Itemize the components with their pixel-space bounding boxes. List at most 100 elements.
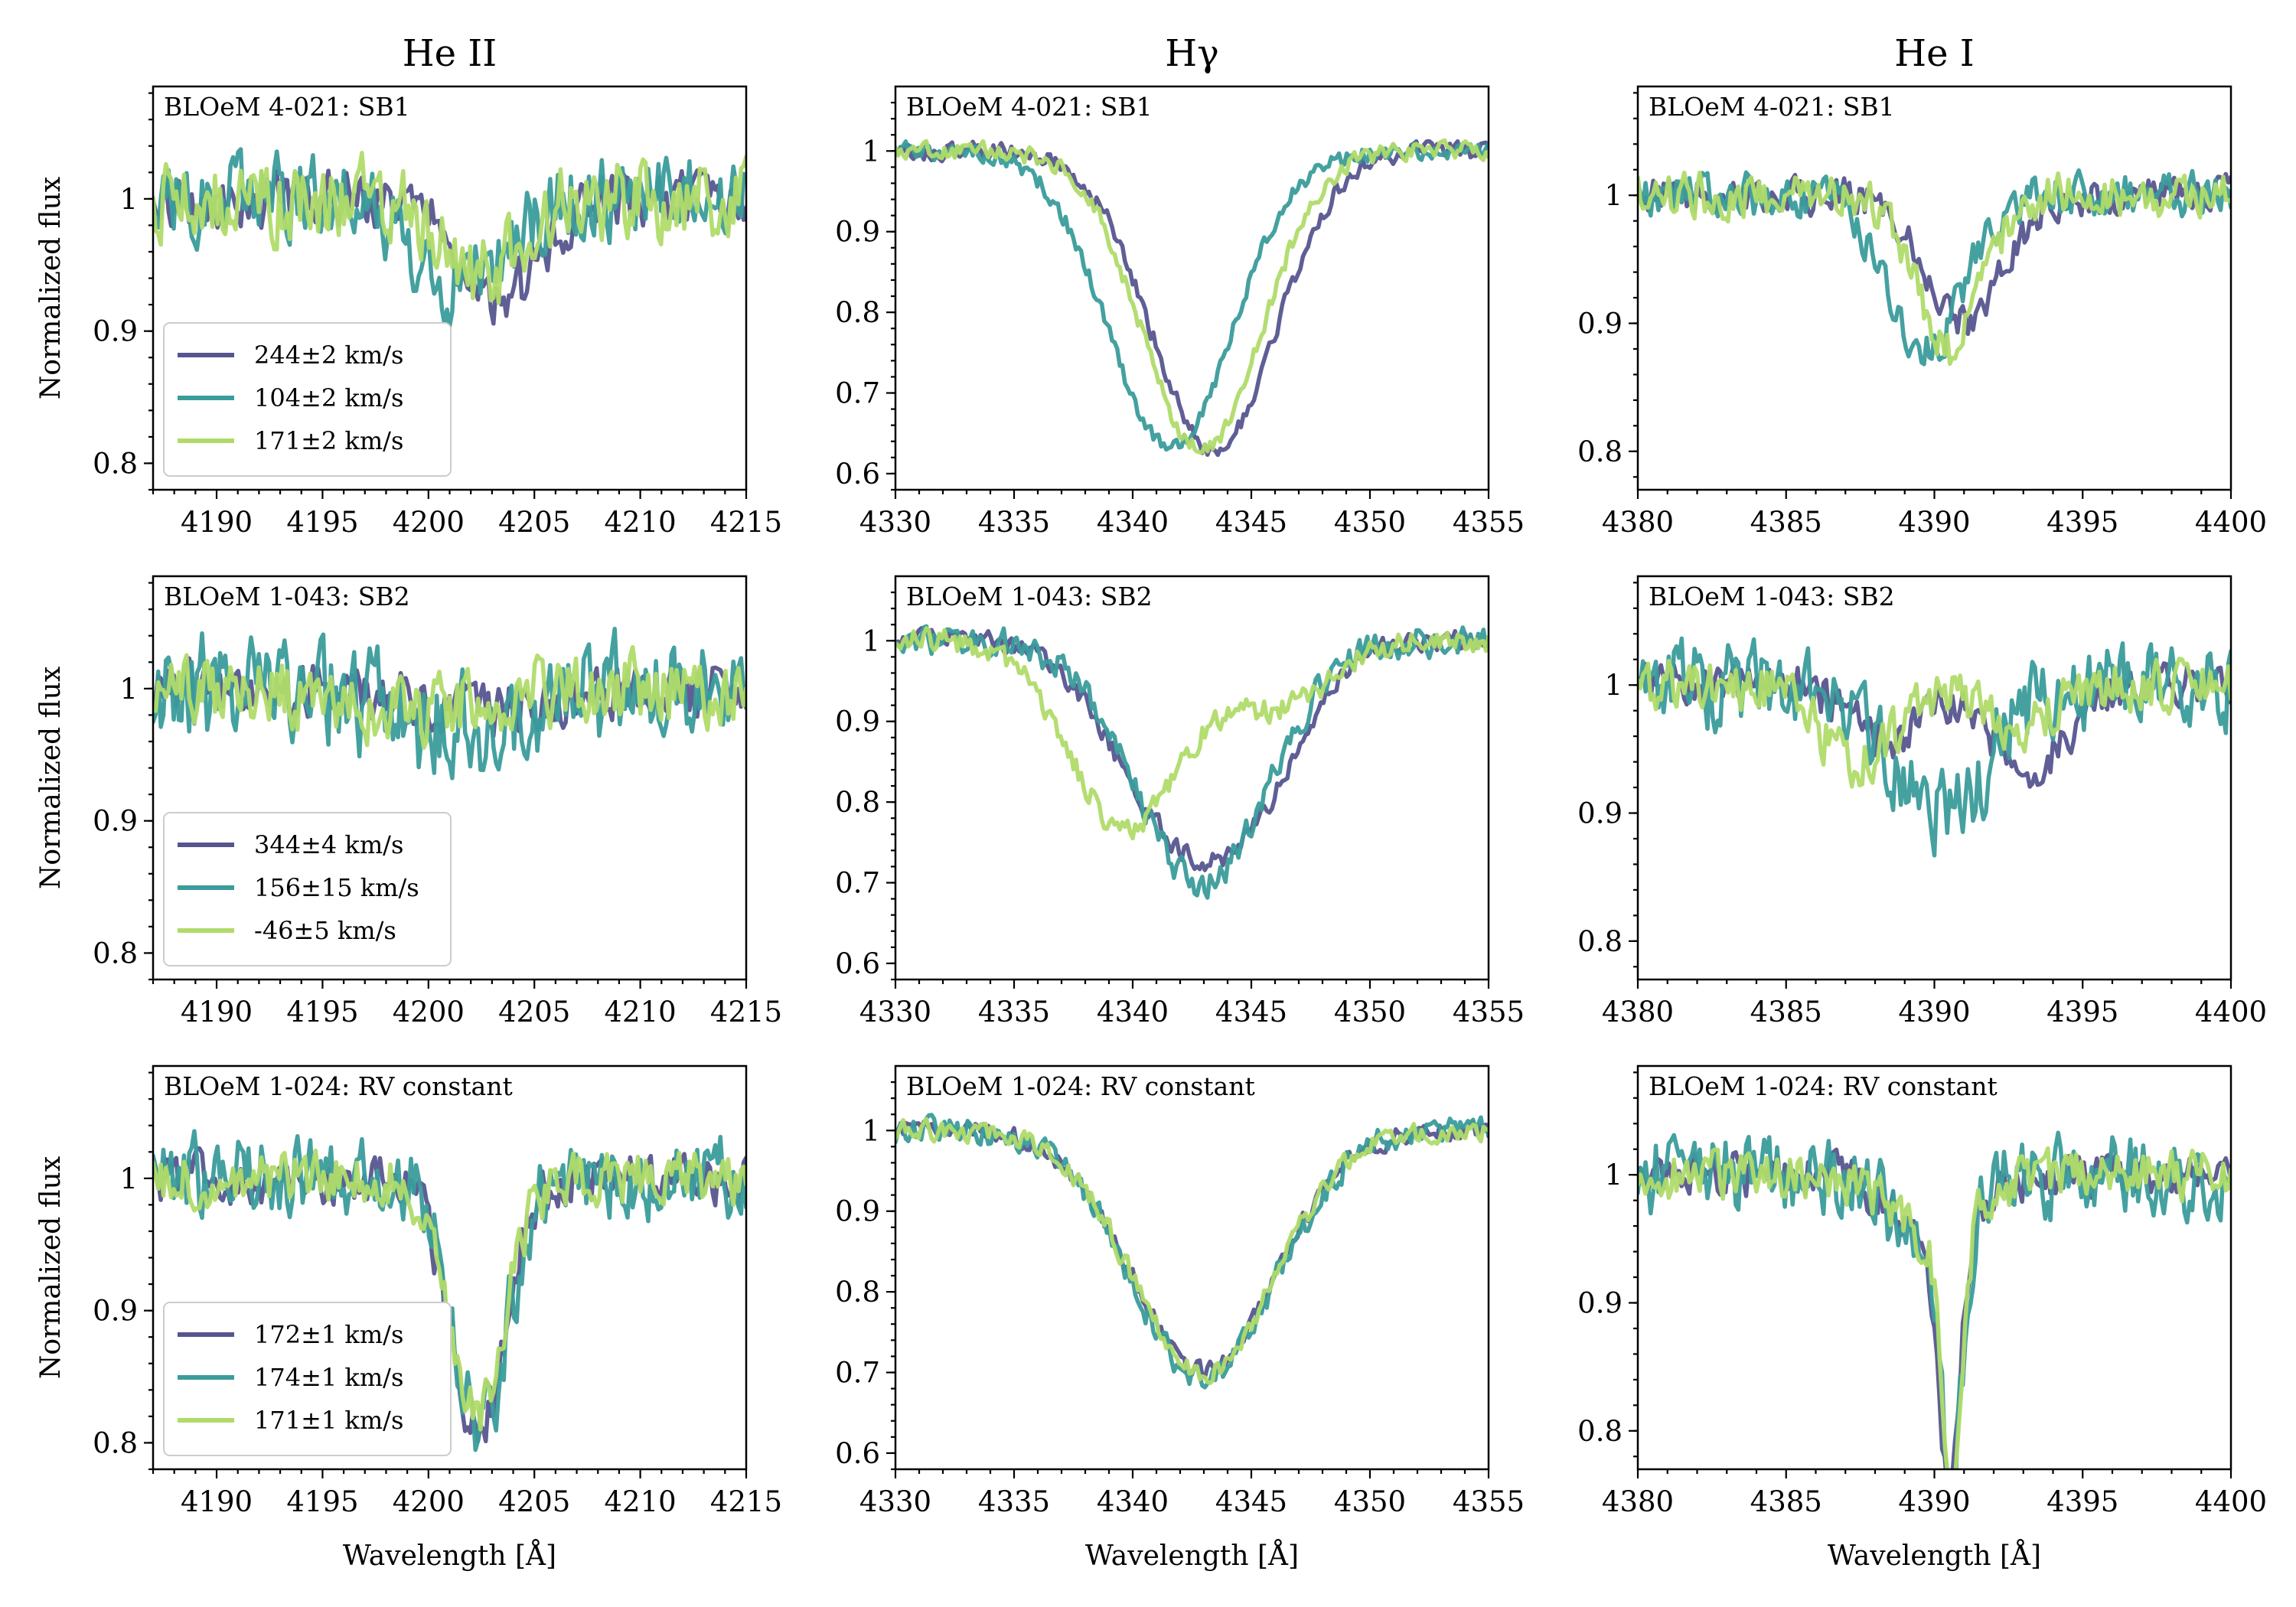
legend: 344±4 km/s 156±15 km/s -46±5 km/s bbox=[163, 812, 452, 966]
x-tick-label: 4330 bbox=[859, 506, 931, 539]
x-tick-label: 4355 bbox=[1453, 506, 1525, 539]
spectrum-series-line bbox=[895, 626, 1489, 841]
x-tick-label: 4215 bbox=[710, 1485, 782, 1518]
column-title: Hγ bbox=[1165, 32, 1219, 75]
x-tick-label: 4340 bbox=[1097, 996, 1169, 1028]
y-axis-label: Normalized flux bbox=[35, 1156, 67, 1379]
y-tick-label: 1 bbox=[862, 624, 880, 657]
x-tick-label: 4345 bbox=[1215, 996, 1287, 1028]
y-tick-label: 0.6 bbox=[835, 1437, 880, 1470]
x-tick-label: 4330 bbox=[859, 996, 931, 1028]
y-tick-label: 1 bbox=[1604, 179, 1623, 212]
y-tick-label: 0.7 bbox=[835, 1357, 880, 1390]
x-axis-label: Wavelength [Å] bbox=[1828, 1540, 2041, 1572]
legend-entry: 172±1 km/s bbox=[254, 1320, 403, 1349]
legend-entry: 244±2 km/s bbox=[254, 341, 403, 370]
x-tick-label: 4385 bbox=[1750, 506, 1822, 539]
x-tick-label: 4195 bbox=[286, 506, 358, 539]
x-tick-label: 4200 bbox=[393, 996, 465, 1028]
legend: 172±1 km/s 174±1 km/s 171±1 km/s bbox=[163, 1302, 452, 1456]
x-tick-label: 4205 bbox=[498, 996, 570, 1028]
x-tick-label: 4400 bbox=[2195, 506, 2267, 539]
spectrum-series-line bbox=[1638, 168, 2231, 367]
column-title: He II bbox=[403, 32, 497, 75]
spectrum-panel: 4190 4195 4200 4205 4210 4215 0.8 0.9 1 BLOeM 1-0… bbox=[35, 1064, 782, 1572]
panel-label: BLOeM 1-043: SB2 bbox=[906, 582, 1153, 611]
y-tick-label: 0.9 bbox=[835, 706, 880, 738]
axes-frame bbox=[1636, 575, 2232, 981]
y-tick-label: 0.8 bbox=[93, 1426, 138, 1459]
panel-label: BLOeM 4-021: SB1 bbox=[1649, 92, 1895, 122]
spectrum-series-line bbox=[895, 625, 1489, 872]
axes-frame bbox=[894, 1064, 1490, 1471]
x-tick-label: 4355 bbox=[1453, 996, 1525, 1028]
y-tick-label: 1 bbox=[119, 183, 138, 216]
column-title: He I bbox=[1894, 32, 1974, 75]
x-tick-label: 4210 bbox=[605, 1485, 677, 1518]
spectrum-series-line bbox=[1638, 636, 2231, 858]
x-tick-label: 4400 bbox=[2195, 996, 2267, 1028]
x-tick-label: 4400 bbox=[2195, 1485, 2267, 1518]
y-tick-label: 1 bbox=[1604, 1159, 1623, 1191]
x-tick-label: 4390 bbox=[1898, 1485, 1970, 1518]
y-tick-label: 0.9 bbox=[93, 315, 138, 348]
y-tick-label: 1 bbox=[119, 673, 138, 706]
panel-label: BLOeM 1-043: SB2 bbox=[164, 582, 410, 611]
x-tick-label: 4195 bbox=[286, 996, 358, 1028]
x-tick-label: 4380 bbox=[1602, 996, 1674, 1028]
y-tick-label: 0.6 bbox=[835, 458, 880, 491]
spectrum-panel: 4380 4385 4390 4395 4400 0.8 0.9 1 BLOeM 1-043: … bbox=[1577, 575, 2267, 1028]
x-tick-label: 4190 bbox=[181, 506, 253, 539]
y-tick-label: 0.9 bbox=[835, 1195, 880, 1228]
y-tick-label: 0.9 bbox=[1577, 308, 1623, 341]
y-tick-label: 0.9 bbox=[1577, 1287, 1623, 1320]
spectrum-series-line bbox=[1638, 1146, 2231, 1469]
y-tick-label: 0.9 bbox=[93, 805, 138, 838]
x-tick-label: 4190 bbox=[181, 996, 253, 1028]
axes-frame bbox=[894, 85, 1490, 491]
x-tick-label: 4350 bbox=[1334, 1485, 1406, 1518]
x-tick-label: 4335 bbox=[978, 996, 1050, 1028]
spectrum-series-line bbox=[895, 138, 1489, 455]
legend-entry: 344±4 km/s bbox=[254, 830, 403, 859]
legend-entry: 171±1 km/s bbox=[254, 1406, 403, 1435]
x-tick-label: 4335 bbox=[978, 506, 1050, 539]
spectrum-series-line bbox=[895, 139, 1489, 452]
panel-label: BLOeM 1-024: RV constant bbox=[164, 1071, 513, 1101]
y-tick-label: 0.9 bbox=[835, 216, 880, 249]
y-tick-label: 0.6 bbox=[835, 947, 880, 980]
x-tick-label: 4190 bbox=[181, 1485, 253, 1518]
spectrum-panel: 4330 4335 4340 4345 4350 4355 0.6 0.7 0.8 0.9 1 BLO… bbox=[835, 575, 1525, 1028]
x-tick-label: 4215 bbox=[710, 506, 782, 539]
x-axis-label: Wavelength [Å] bbox=[343, 1540, 556, 1572]
y-tick-label: 1 bbox=[1604, 669, 1623, 702]
x-tick-label: 4395 bbox=[2047, 996, 2118, 1028]
x-tick-label: 4195 bbox=[286, 1485, 358, 1518]
y-tick-label: 0.8 bbox=[1577, 435, 1623, 468]
x-tick-label: 4345 bbox=[1215, 506, 1287, 539]
spectrum-series-line bbox=[895, 1119, 1489, 1380]
x-tick-label: 4390 bbox=[1898, 996, 1970, 1028]
y-tick-label: 0.8 bbox=[835, 296, 880, 329]
spectrum-panel: 4380 4385 4390 4395 4400 0.8 0.9 1 BLOeM 1-024: … bbox=[1577, 1064, 2267, 1572]
spectrum-series-line bbox=[1638, 657, 2231, 789]
y-axis-label: Normalized flux bbox=[35, 177, 67, 399]
legend-box bbox=[163, 1302, 452, 1456]
x-tick-label: 4330 bbox=[859, 1485, 931, 1518]
x-tick-label: 4380 bbox=[1602, 506, 1674, 539]
spectrum-series-line bbox=[1638, 170, 2231, 367]
axes-frame bbox=[1636, 1064, 2232, 1471]
spectrum-series-line bbox=[895, 1116, 1489, 1385]
x-tick-label: 4345 bbox=[1215, 1485, 1287, 1518]
spectrum-series-line bbox=[895, 139, 1489, 458]
y-tick-label: 0.8 bbox=[835, 786, 880, 819]
axes-frame bbox=[1636, 85, 2232, 491]
x-tick-label: 4340 bbox=[1097, 1485, 1169, 1518]
x-tick-label: 4350 bbox=[1334, 506, 1406, 539]
x-tick-label: 4210 bbox=[605, 506, 677, 539]
spectrum-panel: 4190 4195 4200 4205 4210 4215 0.8 0.9 1 BLOeM 1-0… bbox=[35, 575, 782, 1028]
spectrum-series-line bbox=[895, 1113, 1489, 1390]
x-tick-label: 4215 bbox=[710, 996, 782, 1028]
y-tick-label: 0.9 bbox=[1577, 797, 1623, 830]
y-tick-label: 0.7 bbox=[835, 867, 880, 900]
